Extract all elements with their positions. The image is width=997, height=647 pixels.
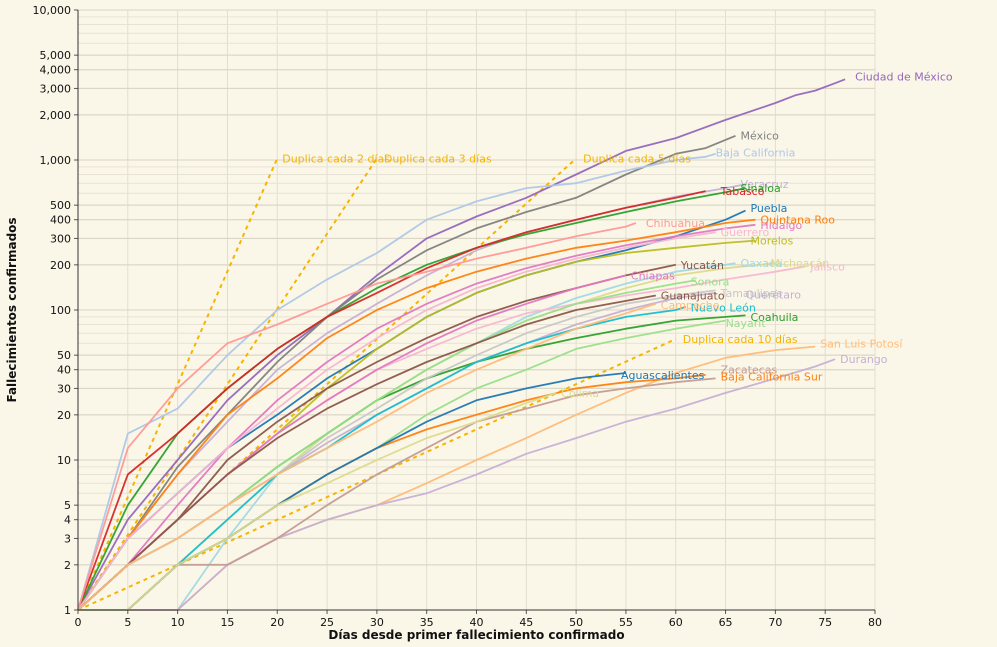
y-tick-label: 400 [50,214,71,227]
series-label: Guanajuato [661,289,725,302]
reference-line [77,157,378,611]
y-tick-label: 40 [57,364,71,377]
x-tick-label: 65 [719,616,733,629]
series-label: Baja California [716,147,796,160]
series-label: Duplica cada 5 días [583,152,691,165]
series-label: Tamaulipas [720,287,783,300]
y-axis-title: Fallecimientos confirmados [5,217,19,402]
x-tick-label: 25 [320,616,334,629]
y-tick-label: 4,000 [40,64,72,77]
x-tick-label: 50 [569,616,583,629]
y-tick-label: 200 [50,259,71,272]
x-tick-label: 5 [124,616,131,629]
series-label: Ciudad de México [855,71,953,84]
y-tick-label: 30 [57,382,71,395]
x-tick-label: 20 [270,616,284,629]
reference-line [77,158,279,611]
x-tick-label: 10 [171,616,185,629]
y-tick-label: 5,000 [40,49,72,62]
y-tick-label: 1,000 [40,154,72,167]
series-label: Puebla [750,202,787,215]
x-tick-label: 35 [420,616,434,629]
y-tick-label: 2 [64,559,71,572]
x-tick-label: 0 [75,616,82,629]
y-tick-label: 300 [50,232,71,245]
series-label: Baja California Sur [721,371,823,384]
series-line [77,78,846,611]
series-line [78,392,557,611]
series-label: Yucatán [680,259,724,272]
series-label: Sonora [691,275,730,288]
series-label: México [741,129,780,142]
series-labels: Ciudad de México México Baja California Ver… [282,71,953,400]
x-tick-label: 55 [619,616,633,629]
series-label: Jalisco [809,260,845,273]
y-tick-label: 3,000 [40,82,72,95]
series-label: San Luis Potosí [820,337,903,350]
y-tick-label: 5 [64,499,71,512]
series-label: Zacatecas [721,364,778,377]
series-line [77,152,716,611]
series-label: Chiapas [631,269,675,282]
series-label: Michoacán [770,257,829,270]
x-tick-label: 70 [768,616,782,629]
axes: 0 5 10 15 20 25 30 35 40 45 50 55 60 65 70 75 8012345102… [33,4,883,629]
x-tick-label: 15 [220,616,234,629]
series-line [78,305,686,611]
x-tick-label: 80 [868,616,882,629]
series-label: Chihuahua [646,217,705,230]
y-tick-label: 3 [64,532,71,545]
series-label: Aguascalientes [621,369,705,382]
series-line [78,377,716,611]
y-tick-label: 10,000 [33,4,72,17]
series-lines [77,78,846,611]
series-label: Duplica cada 2 días [282,152,390,165]
x-tick-label: 40 [470,616,484,629]
series-label: Nayarit [726,317,767,330]
y-tick-label: 4 [64,514,71,527]
series-label: Durango [840,353,888,366]
series-label: Campeche [661,299,720,312]
x-tick-label: 30 [370,616,384,629]
series-label: Coahuila [750,311,798,324]
series-label: Quintana Roo [760,214,835,227]
series-label: Duplica cada 3 días [384,152,492,165]
y-tick-label: 10 [57,454,71,467]
series-label: Nuevo León [691,301,756,314]
y-tick-label: 20 [57,409,71,422]
series-label: Colima [561,387,599,400]
series-line [77,134,736,611]
series-line [78,358,836,611]
series-line [77,223,756,611]
y-tick-label: 1 [64,604,71,617]
y-tick-label: 2,000 [40,109,72,122]
series-line [77,190,706,611]
series-label: Tabasco [720,185,765,198]
series-label: Veracruz [741,178,789,191]
series-label: Oaxaca [741,257,782,270]
x-tick-label: 45 [519,616,533,629]
x-tick-label: 60 [669,616,683,629]
series-label: Querétaro [745,288,801,301]
series-line [77,218,756,611]
y-tick-label: 50 [57,349,71,362]
y-tick-label: 100 [50,304,71,317]
series-line [77,231,716,611]
series-line [77,302,657,611]
series-label: Guerrero [721,226,770,239]
series-line [77,294,656,611]
x-tick-label: 75 [818,616,832,629]
series-label: Sinaloa [741,182,781,195]
x-axis-title: Días desde primer fallecimiento confirma… [328,628,624,642]
series-label: Morelos [750,235,793,248]
series-line [77,222,637,611]
series-label: Hidalgo [760,219,802,232]
y-tick-label: 500 [50,199,71,212]
series-label: Duplica cada 10 días [683,333,798,346]
